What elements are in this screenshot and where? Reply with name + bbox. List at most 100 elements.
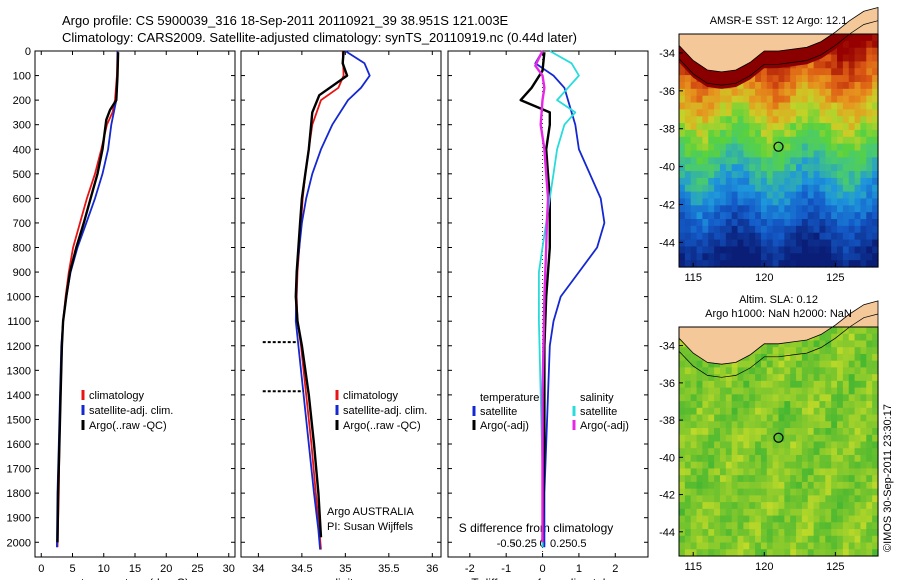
sla-map-field-cell [842, 529, 850, 537]
sla-map-field-cell [749, 360, 756, 369]
sst-map-field-cell [813, 102, 821, 110]
sst-map-field-cell [837, 81, 844, 90]
depth-tick-label: 1000 [7, 292, 31, 304]
sla-map-field-cell [755, 488, 762, 496]
sst-map-field-cell [749, 191, 756, 200]
sla-map-field-cell [831, 448, 838, 456]
sla-map-field-cell [731, 401, 739, 409]
diff-legend-label: satellite [480, 406, 517, 418]
sla-map-field-cell [714, 367, 721, 375]
sst-map-field-cell [755, 198, 762, 206]
sla-map-field-cell [690, 360, 698, 369]
sla-map-field-cell [819, 387, 826, 395]
sst-map-field-cell [684, 191, 692, 200]
sla-map-field-cell [708, 461, 715, 470]
sla-map-field-cell [842, 522, 850, 530]
sla-map-field-cell [714, 535, 721, 544]
sst-map-field-cell [854, 75, 862, 83]
sst-map-field-cell [825, 219, 832, 227]
sst-map-field-cell [813, 164, 821, 172]
sst-map-field-cell [684, 75, 692, 83]
sst-map-field-cell [825, 191, 832, 200]
sst-map-field-cell [684, 157, 692, 165]
sst-map-field-cell [790, 157, 797, 165]
sla-map-field-cell [790, 401, 797, 409]
sst-map-field-cell [854, 40, 862, 49]
sst-map-field-cell [790, 198, 797, 206]
sla-map-field-cell [837, 515, 844, 523]
sla-map-field-cell [743, 535, 750, 544]
sla-map-field-cell [684, 374, 692, 382]
sla-map-field-cell [772, 461, 780, 470]
sla-map-field-cell [784, 380, 791, 389]
sla-map-field-cell [825, 468, 832, 476]
sla-map-field-cell [719, 502, 727, 510]
sla-map-field-cell [872, 535, 879, 544]
sla-map-field-cell [778, 434, 785, 443]
sst-map-field-cell [825, 75, 832, 83]
sst-map-field-cell [731, 225, 739, 234]
sst-map-field-cell [679, 116, 686, 124]
sst-map-field-cell [708, 123, 715, 131]
sst-map-field-cell [842, 95, 850, 104]
sla-map-field-cell [790, 488, 797, 496]
sst-map-field-cell [702, 102, 709, 110]
sst-map-field-cell [702, 219, 709, 227]
sla-map-field-cell [854, 407, 862, 416]
sst-map-field-cell [784, 205, 791, 213]
sla-map-field-cell [679, 468, 686, 476]
sla-map-field-cell [755, 515, 762, 523]
sst-map-field-cell [837, 246, 844, 254]
sst-map-field-cell [784, 260, 791, 268]
sla-map-field-cell [755, 374, 762, 382]
sla-map-field-cell [708, 468, 715, 476]
sla-map-field-cell [866, 535, 873, 544]
sst-map-field-cell [813, 191, 821, 200]
sla-map-field-cell [790, 367, 797, 375]
sst-map-field-cell [866, 40, 873, 49]
sst-map-field-cell [842, 260, 850, 268]
sla-map-field-cell [772, 407, 780, 416]
sst-map-field-cell [848, 150, 856, 158]
sst-map-field-cell [772, 212, 780, 220]
sst-map-field-cell [737, 143, 744, 152]
sla-map-field-cell [702, 529, 709, 537]
sla-map-field-cell [801, 380, 809, 389]
sst-map-field-cell [842, 54, 850, 63]
temperature-frame [34, 50, 236, 558]
depth-tick-label: 1100 [7, 316, 31, 328]
differences-xtick-label: 2 [612, 563, 618, 575]
sla-map-field-cell [766, 535, 774, 544]
sla-map-field-cell [737, 407, 744, 416]
sst-map-field-cell [690, 253, 698, 261]
sla-map-field-cell [737, 367, 744, 375]
sla-map-field-cell [772, 441, 780, 449]
sla-map-field-cell [837, 380, 844, 389]
sla-map-field-cell [790, 414, 797, 422]
sla-map-field-cell [872, 488, 879, 496]
sla-map-field-cell [684, 367, 692, 375]
sla-map-field-cell [696, 387, 704, 395]
sst-map-field-cell [831, 253, 838, 261]
sla-map-field-cell [801, 549, 809, 557]
sla-map-field-cell [684, 394, 692, 402]
sla-map-field-cell [714, 468, 721, 476]
sst-map-field-cell [860, 136, 867, 145]
sla-map-field-cell [778, 387, 785, 395]
sla-map-field-cell [696, 441, 704, 449]
sla-map-field-cell [837, 434, 844, 443]
sla-map-field-cell [749, 508, 756, 517]
sst-map-field-cell [737, 260, 744, 268]
sla-map-field-cell [684, 475, 692, 483]
sst-map-field-cell [755, 143, 762, 152]
sla-map-field-cell [760, 461, 768, 470]
sst-map-field-cell [819, 205, 826, 213]
sla-map-field-cell [714, 502, 721, 510]
sst-map-field-cell [807, 95, 815, 104]
sla-map-field-cell [837, 394, 844, 402]
sla-map-field-cell [866, 542, 873, 550]
sla-map-field-cell [766, 353, 774, 362]
sst-map-field-cell [679, 68, 686, 76]
sla-map-field-cell [696, 428, 704, 436]
sla-map-field-cell [813, 454, 821, 463]
